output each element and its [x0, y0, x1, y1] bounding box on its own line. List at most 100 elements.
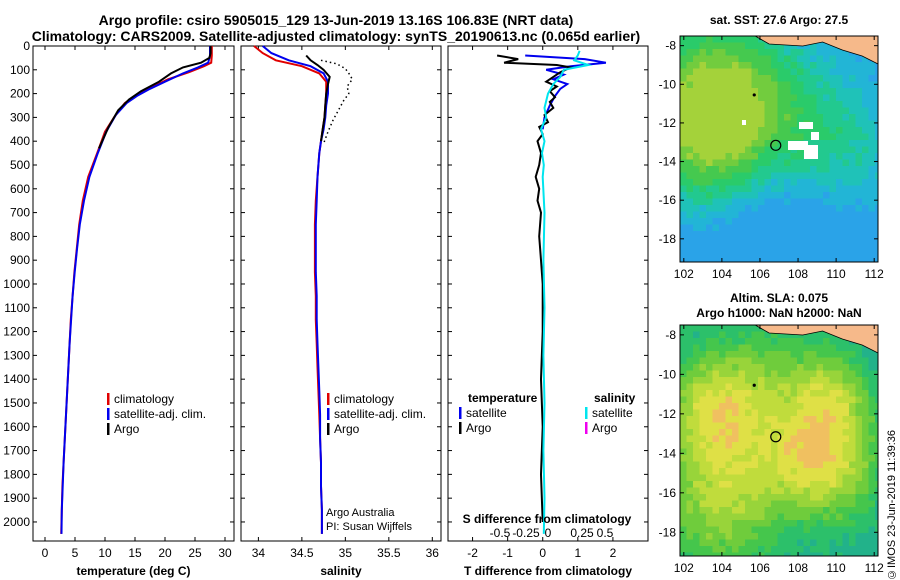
map-cell: [810, 513, 817, 521]
map-cell: [693, 75, 700, 82]
map-cell: [725, 88, 733, 95]
map-cell: [771, 218, 778, 225]
map-cell: [706, 127, 713, 134]
map-cell: [810, 101, 817, 108]
map-cell: [686, 62, 694, 69]
map-cell: [790, 101, 798, 108]
map-cell: [738, 409, 746, 417]
map-cell: [771, 338, 778, 345]
map-cell: [771, 166, 778, 173]
map-cell: [829, 205, 837, 212]
legend-title-salinity: salinity: [594, 391, 636, 405]
map-cell: [764, 192, 772, 199]
map-cell: [719, 231, 726, 238]
map-cell: [823, 513, 830, 521]
map-cell: [719, 75, 726, 82]
map-cell: [868, 500, 876, 508]
map-cell: [829, 546, 837, 553]
y-tick-label: -12: [659, 116, 677, 130]
map-cell: [868, 513, 876, 521]
map-cell: [693, 435, 700, 443]
map-cell: [823, 448, 830, 456]
map-cell: [836, 481, 843, 488]
map-cell: [771, 403, 778, 410]
map-cell: [829, 552, 837, 556]
map-cell: [810, 55, 817, 63]
map-cell: [836, 166, 843, 173]
x-tick-label: 106: [750, 267, 770, 281]
map-cell: [751, 526, 759, 534]
y-tick-label: 100: [10, 63, 30, 77]
map-cell: [836, 185, 843, 193]
map-cell: [745, 153, 752, 160]
map-cell: [855, 153, 863, 160]
map-cell: [823, 338, 830, 345]
map-cell: [777, 396, 785, 404]
map-cell: [719, 42, 726, 50]
salinity-tick-label: -0.5: [490, 526, 511, 540]
map-cell: [816, 533, 824, 540]
map-cell: [758, 192, 765, 199]
map-cell: [875, 192, 878, 199]
map-cell: [732, 533, 739, 540]
map-cell: [719, 192, 726, 199]
map-cell: [803, 231, 811, 238]
map-cell: [745, 435, 752, 443]
map-cell: [836, 357, 843, 365]
map-cell: [745, 185, 752, 193]
map-cell: [784, 172, 791, 180]
map-cell: [816, 416, 824, 423]
map-cell: [829, 88, 837, 95]
map-cell: [764, 409, 772, 417]
map-cell: [862, 166, 869, 173]
map-cell: [816, 481, 824, 488]
map-cell: [764, 218, 772, 225]
map-cell: [797, 500, 804, 508]
y-tick-label: 700: [10, 206, 30, 220]
map-cell: [686, 224, 694, 232]
map-cell: [719, 331, 726, 339]
map-cell: [719, 461, 726, 469]
y-tick-label: -14: [659, 155, 677, 169]
no-data-patch: [811, 132, 819, 140]
map-cell: [777, 55, 785, 63]
map-cell: [784, 390, 791, 397]
map-cell: [777, 500, 785, 508]
map-cell: [686, 205, 694, 212]
map-cell: [764, 49, 772, 56]
map-cell: [790, 396, 798, 404]
map-cell: [816, 494, 824, 501]
map-cell: [745, 344, 752, 352]
map-cell: [855, 127, 863, 134]
map-cell: [823, 507, 830, 514]
map-cell: [699, 36, 707, 43]
map-cell: [862, 114, 869, 121]
map-cell: [758, 364, 765, 371]
map-cell: [829, 140, 837, 147]
map-cell: [816, 211, 824, 219]
map-cell: [797, 507, 804, 514]
x-tick-label: 106: [750, 561, 770, 575]
map-cell: [816, 552, 824, 556]
map-cell: [686, 166, 694, 173]
map-cell: [797, 133, 804, 141]
map-cell: [875, 224, 878, 232]
map-cell: [732, 487, 739, 495]
map-cell: [699, 383, 707, 391]
map-cell: [745, 507, 752, 514]
map-cell: [823, 94, 830, 102]
plot-frame: [447, 45, 649, 542]
map-cell: [784, 218, 791, 225]
map-cell: [849, 192, 856, 199]
map-cell: [862, 244, 869, 251]
map-cell: [764, 403, 772, 410]
map-cell: [855, 539, 863, 547]
map-cell: [862, 416, 869, 423]
map-cell: [784, 435, 791, 443]
map-cell: [836, 224, 843, 232]
map-cell: [790, 507, 798, 514]
map-cell: [816, 338, 824, 345]
map-cell: [680, 224, 687, 232]
map-cell: [797, 422, 804, 430]
